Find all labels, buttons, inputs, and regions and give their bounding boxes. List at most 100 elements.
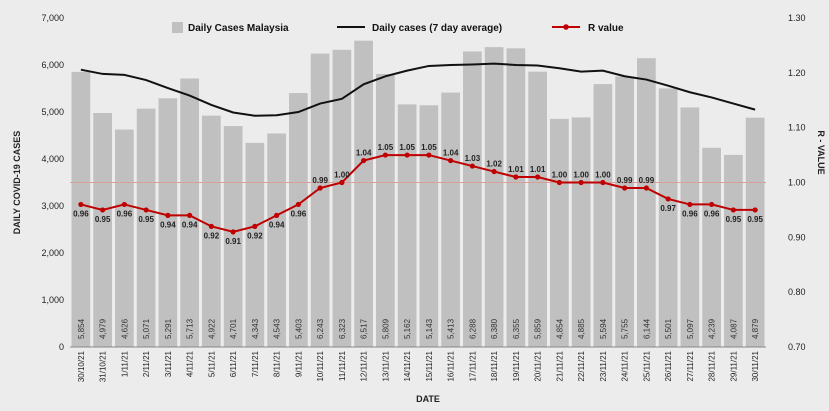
r-value-series: 0.96 0.95 0.96 0.95 0.94 0.94 0.92 0.91 0.92 0.94… [73,143,763,246]
bar [637,58,656,348]
r-value-label: 0.96 [73,209,89,218]
x-tick-label: 24/11/21 [621,350,630,381]
r-value-point [426,152,432,158]
bar-value-label: 5,143 [425,318,434,339]
bar [745,117,765,347]
legend: Daily Cases Malaysia Daily cases (7 day a… [172,22,624,34]
bar [310,53,330,347]
r-value-point [535,174,541,180]
r-value-point [165,212,171,218]
y-left-tick-label: 7,000 [41,13,64,23]
bar-value-label: 5,854 [77,318,86,339]
x-tick-label: 15/11/21 [425,350,434,381]
r-value-point [730,207,736,213]
x-tick-label: 30/10/21 [77,350,86,382]
bar-value-label: 4,854 [555,318,564,339]
bar-value-label: 4,087 [729,318,738,339]
bar [441,92,460,348]
y-right-axis-title: R - VALUE [816,130,826,174]
r-value-label: 0.91 [225,237,241,246]
bar [332,49,352,347]
r-value-label: 0.92 [204,231,220,240]
bar-value-label: 4,879 [751,318,760,339]
x-tick-label: 21/11/21 [555,350,564,381]
x-tick-label: 11/11/21 [338,350,347,381]
x-tick-label: 23/11/21 [599,350,608,381]
x-tick-label: 20/11/21 [534,350,543,381]
legend-swatch-bar [172,22,183,33]
bar-value-label: 5,413 [447,318,456,339]
bar [223,126,243,347]
bar-value-label: 6,144 [642,318,651,339]
r-value-point [643,185,649,191]
average-line-series [80,62,756,117]
r-value-label: 0.99 [617,176,633,185]
legend-label-bar: Daily Cases Malaysia [188,23,289,34]
bar [376,73,395,348]
r-value-point [687,201,693,208]
y-left-tick-label: 6,000 [41,60,64,70]
bar-value-label: 5,162 [403,318,412,339]
r-value-point [382,152,388,158]
x-tick-label: 31/10/21 [99,350,108,382]
r-value-point [404,152,410,158]
r-value-label: 0.92 [247,231,263,240]
r-value-point [274,212,280,218]
bar [93,112,112,347]
x-tick-label: 26/11/21 [664,350,673,381]
x-tick-label: 28/11/21 [708,350,717,381]
bar [463,51,482,348]
bar-value-label: 4,543 [273,318,282,339]
average-line [80,62,756,117]
x-tick-label: 1/11/21 [120,350,129,377]
x-tick-label: 6/11/21 [229,350,238,377]
r-value-label: 1.04 [443,149,459,158]
bar-value-label: 6,243 [316,318,325,339]
r-value-point [469,163,475,169]
bar-value-label: 4,626 [120,318,129,339]
bar [180,78,199,347]
bar-value-label: 6,288 [468,318,477,339]
bar-value-label: 6,380 [490,318,499,339]
y-left-tick-label: 0 [59,342,64,352]
y-right-tick-label: 0.70 [788,342,806,352]
r-value-label: 1.05 [378,143,394,152]
r-value-point [491,168,497,175]
y-left-axis-title: DAILY COVID-19 CASES [12,131,22,235]
y-left-tick-label: 2,000 [41,248,64,258]
r-value-label: 1.03 [465,154,481,163]
r-value-label: 0.96 [291,209,307,218]
r-value-label: 0.94 [269,220,285,229]
r-value-label: 1.00 [573,171,589,180]
x-tick-label: 5/11/21 [207,350,216,377]
x-tick-label: 9/11/21 [294,350,303,377]
x-tick-label: 25/11/21 [642,350,651,381]
bar-value-label: 5,291 [164,318,173,339]
x-tick-label: 30/11/21 [751,350,760,381]
bar [484,47,504,347]
legend-label-average: Daily cases (7 day average) [372,23,502,34]
bar-value-label: 5,755 [621,318,630,339]
x-tick-label: 4/11/21 [186,350,195,377]
y-right-tick-label: 0.80 [788,287,806,297]
r-value-point [187,212,193,218]
y-left-tick-label: 1,000 [41,295,64,305]
bar [702,147,721,347]
r-value-point [752,207,758,213]
r-value-line [80,154,756,233]
r-value-label: 1.05 [421,143,437,152]
r-value-point [709,201,715,208]
r-value-label: 0.96 [117,209,133,218]
y-left-tick-label: 4,000 [41,154,64,164]
r-value-point [78,201,84,208]
r-value-point [513,174,519,180]
bar-value-label: 6,355 [512,318,521,339]
r-value-point [252,223,258,229]
bar [571,117,591,347]
y-left-tick-label: 5,000 [41,107,64,117]
r-value-label: 1.02 [486,160,502,169]
bar-value-label: 4,701 [229,318,238,339]
bar-value-label: 5,809 [381,318,390,339]
x-tick-label: 29/11/21 [729,350,738,381]
